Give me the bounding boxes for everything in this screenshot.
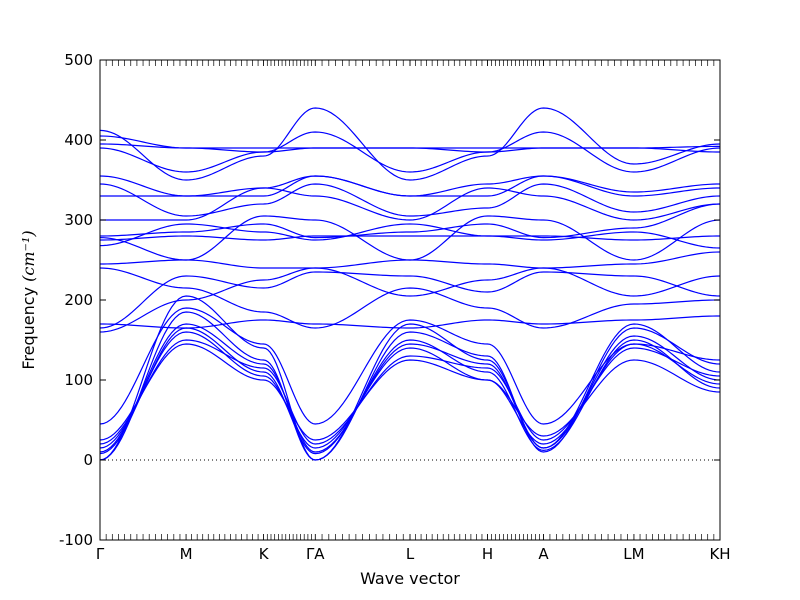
band-line-17 bbox=[99, 203, 721, 239]
band-line-18 bbox=[100, 187, 721, 221]
y-axis-label-text: Frequency bbox=[19, 282, 38, 370]
band-line-21 bbox=[99, 175, 721, 197]
x-tick-label: Γ bbox=[96, 545, 105, 563]
band-line-11 bbox=[99, 315, 721, 329]
band-line-1 bbox=[99, 311, 721, 461]
y-axis-label-unit: (cm⁻¹) bbox=[19, 230, 38, 281]
band-line-2 bbox=[99, 295, 721, 461]
band-line-6 bbox=[99, 339, 721, 445]
band-line-25 bbox=[99, 107, 721, 181]
x-tick-label: ΓA bbox=[306, 545, 325, 563]
x-tick-label: K bbox=[259, 545, 270, 563]
x-tick-label: LM bbox=[623, 545, 644, 563]
x-axis-label: Wave vector bbox=[360, 569, 460, 588]
x-tick-label: KH bbox=[709, 545, 730, 563]
band-line-10 bbox=[99, 271, 721, 329]
band-line-7 bbox=[99, 343, 721, 441]
band-line-16 bbox=[99, 215, 721, 261]
band-line-5 bbox=[99, 331, 721, 449]
x-tick-label: M bbox=[180, 545, 193, 563]
y-tick-label: 0 bbox=[83, 451, 93, 469]
band-line-3 bbox=[99, 327, 721, 455]
x-tick-label: H bbox=[482, 545, 493, 563]
y-tick-label: -100 bbox=[59, 531, 93, 549]
band-line-22 bbox=[99, 131, 721, 173]
y-tick-label: 300 bbox=[64, 211, 93, 229]
band-line-24 bbox=[99, 135, 721, 153]
band-line-12 bbox=[99, 267, 721, 329]
y-tick-label: 200 bbox=[64, 291, 93, 309]
band-line-15 bbox=[99, 235, 721, 241]
plot-area bbox=[99, 107, 721, 461]
band-line-9 bbox=[99, 267, 721, 333]
y-tick-label: 500 bbox=[64, 51, 93, 69]
band-line-20 bbox=[99, 183, 721, 217]
band-line-14 bbox=[99, 223, 721, 249]
y-tick-label: 400 bbox=[64, 131, 93, 149]
y-axis-label: Frequency (cm⁻¹) bbox=[19, 230, 38, 369]
band-line-8 bbox=[99, 307, 721, 425]
x-tick-label: L bbox=[406, 545, 415, 563]
axis-ticks: -100 0 100 200 300 400 500 Γ M K ΓA L H A LM KH bbox=[59, 51, 731, 563]
x-tick-label: A bbox=[538, 545, 549, 563]
y-tick-label: 100 bbox=[64, 371, 93, 389]
